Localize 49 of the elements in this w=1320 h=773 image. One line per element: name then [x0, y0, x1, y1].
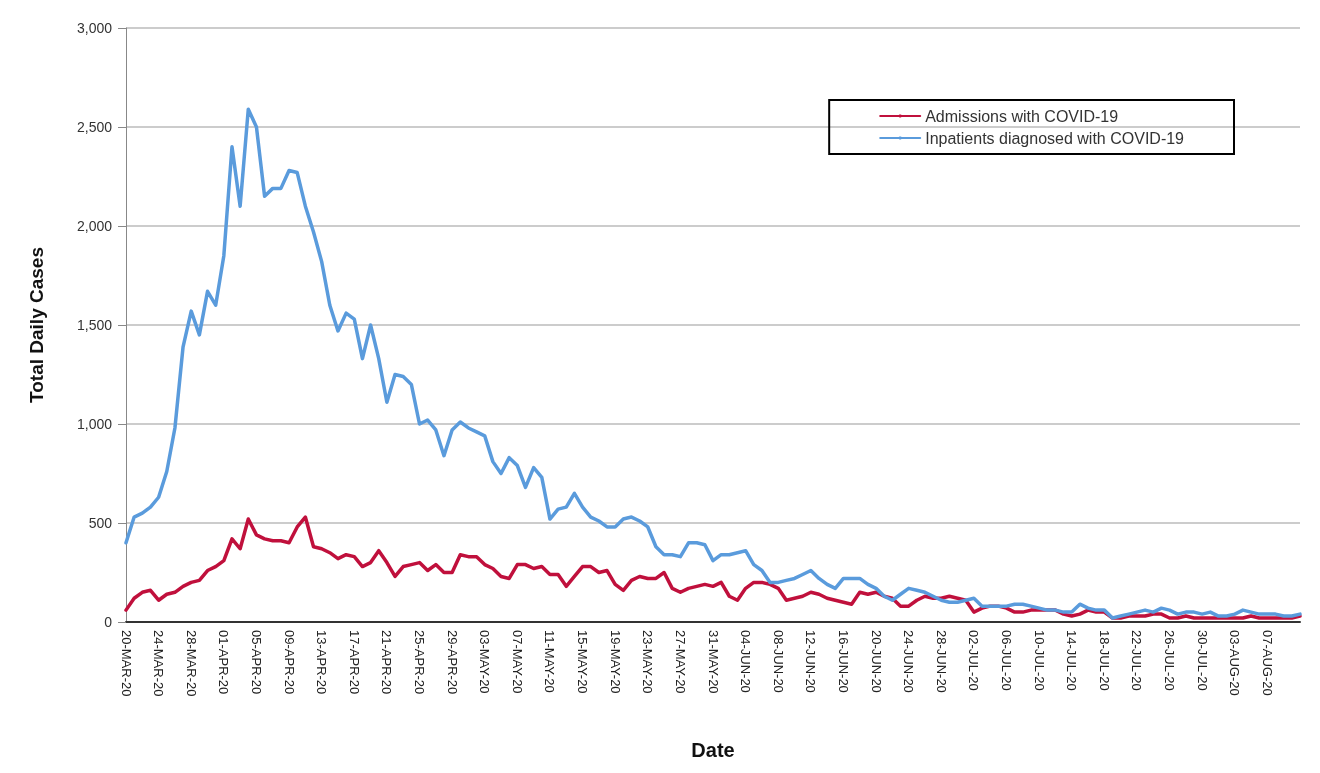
x-tick-label: 06-JUL-20 [999, 630, 1014, 691]
x-tick-label: 14-JUL-20 [1064, 630, 1080, 691]
x-tick-label: 02-JUL-20 [966, 630, 982, 691]
x-tick-label: 18-JUL-20 [1096, 630, 1112, 691]
x-tick-label: 21-APR-20 [379, 630, 395, 695]
x-axis-title: Date [691, 739, 735, 761]
x-tick-label: 04-JUN-20 [738, 630, 754, 693]
x-tick-label: 07-MAY-20 [509, 630, 525, 694]
x-tick-label: 24-JUN-20 [901, 630, 917, 693]
y-tick-label: 2,000 [76, 218, 113, 234]
x-tick-label: 26-JUL-20 [1162, 630, 1178, 691]
x-tick-label: 09-APR-20 [281, 630, 297, 695]
x-tick-label: 08-JUN-20 [770, 630, 786, 693]
x-tick-label: 23-MAY-20 [640, 630, 656, 694]
x-tick-label: 29-APR-20 [444, 630, 460, 695]
x-tick-label: 16-JUN-20 [835, 630, 851, 693]
x-tick-label: 15-MAY-20 [575, 630, 591, 694]
x-tick-label: 12-JUN-20 [803, 630, 819, 693]
x-tick-label: 13-APR-20 [314, 630, 330, 695]
y-tick-label: 1,000 [76, 416, 113, 432]
y-tick-label: 2,500 [76, 119, 113, 135]
x-tick-label: 01-APR-20 [216, 630, 232, 695]
x-tick-label: 19-MAY-20 [607, 630, 623, 694]
legend-label: Admissions with COVID-19 [925, 107, 1119, 125]
y-tick-label: 3,000 [76, 20, 113, 36]
x-tick-label: 07-AUG-20 [1259, 630, 1275, 696]
x-tick-label: 27-MAY-20 [672, 630, 688, 694]
x-tick-label: 28-MAR-20 [183, 630, 199, 697]
y-tick-label: 0 [104, 614, 113, 630]
line-series [124, 107, 1302, 620]
x-tick-label: 25-APR-20 [412, 630, 427, 695]
x-tick-label: 10-JUL-20 [1031, 630, 1047, 691]
x-tick-label: 03-AUG-20 [1227, 630, 1243, 696]
y-axis-title: Total Daily Cases [26, 247, 47, 403]
x-tick-label: 31-MAY-20 [705, 630, 721, 694]
x-tick-label: 11-MAY-20 [542, 630, 558, 693]
x-tick-label: 17-APR-20 [346, 630, 362, 695]
x-tick-label: 05-APR-20 [248, 630, 264, 695]
legend-label: Inpatients diagnosed with COVID-19 [925, 129, 1185, 147]
x-tick-label: 20-JUN-20 [868, 630, 884, 693]
line-series [124, 515, 1302, 620]
y-tick-label: 500 [88, 515, 113, 531]
x-tick-label: 22-JUL-20 [1129, 630, 1145, 691]
y-tick-label: 1,500 [76, 317, 113, 333]
x-tick-label: 30-JUL-20 [1194, 630, 1210, 691]
x-tick-label: 28-JUN-20 [933, 630, 949, 693]
x-tick-label: 24-MAR-20 [151, 630, 167, 697]
x-tick-label: 20-MAR-20 [118, 630, 134, 697]
x-tick-label: 03-MAY-20 [477, 630, 493, 694]
